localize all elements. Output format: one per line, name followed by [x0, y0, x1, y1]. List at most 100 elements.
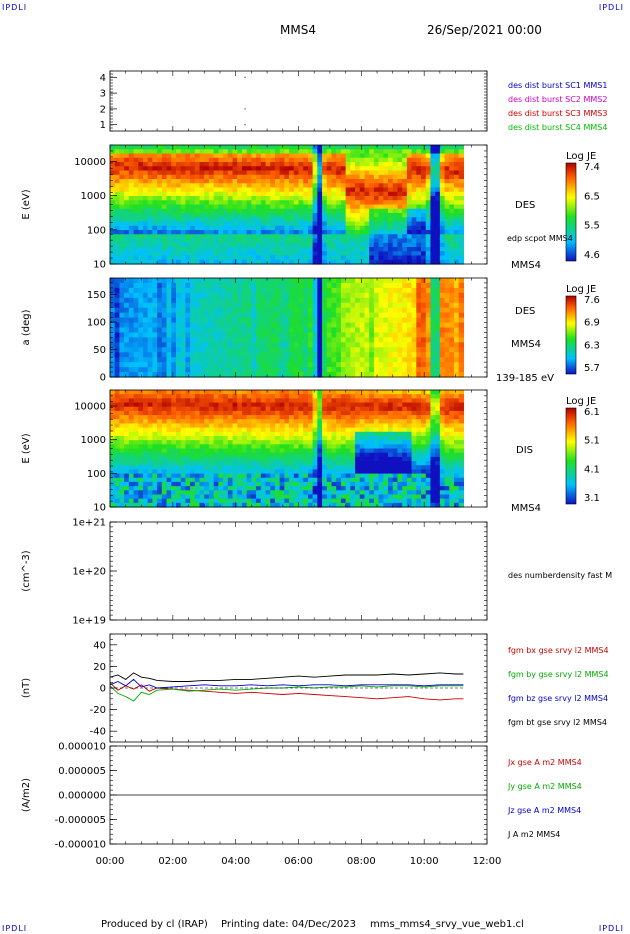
- y-tick-label: 150: [87, 290, 106, 301]
- burst-point: [244, 108, 246, 110]
- des-pitch-colorbar-tick: 7.6: [584, 295, 600, 306]
- y-axis-title: (cm^-3): [21, 550, 32, 591]
- des-energy-colorbar-tick: 7.4: [584, 162, 600, 173]
- burst-legend-entry: des dist burst SC2 MMS2: [508, 95, 607, 104]
- time-tick-label: 10:00: [410, 856, 439, 867]
- y-tick-label: 0.000005: [58, 766, 106, 777]
- des-pitch-colorbar-tick: 6.9: [584, 318, 600, 329]
- y-axis-title: E (eV): [21, 433, 32, 463]
- dis-energy-colorbar-tick: 4.1: [584, 464, 600, 475]
- des-bottom-label: MMS4: [511, 260, 541, 271]
- burst-legend-entry: des dist burst SC1 MMS1: [508, 81, 607, 90]
- time-tick-label: 02:00: [158, 856, 187, 867]
- dis-energy-colorbar-tick: 5.1: [584, 436, 600, 447]
- time-tick-label: 04:00: [221, 856, 250, 867]
- corner-label-br: IPDLI: [598, 924, 624, 933]
- date-title: 26/Sep/2021 00:00: [427, 23, 542, 37]
- dis-energy-colorbar-tick: 3.1: [584, 493, 600, 504]
- y-tick-label: -0.000010: [55, 840, 106, 851]
- y-tick-label: 10000: [74, 157, 106, 168]
- time-tick-label: 08:00: [347, 856, 376, 867]
- des-energy-colorbar-tick: 6.5: [584, 191, 600, 202]
- y-tick-label: 1000: [81, 191, 106, 202]
- des-pitch-colorbar-tick: 5.7: [584, 363, 600, 374]
- fgm-series-line: [110, 672, 464, 682]
- y-tick-label: 10000: [74, 402, 106, 413]
- y-tick-label: 1e+20: [72, 567, 106, 578]
- fgm-lines: [110, 672, 464, 702]
- current-legend-entry: Jz gse A m2 MMS4: [507, 806, 581, 815]
- fgm-series-line: [110, 682, 464, 701]
- des-energy-colorbar-tick: 5.5: [584, 221, 600, 232]
- panel-frame: [109, 70, 488, 132]
- y-tick-label: -0.000005: [55, 815, 106, 826]
- des-energy-colorbar-title: Log JE: [566, 151, 596, 162]
- y-tick-label: 0.000000: [58, 791, 106, 802]
- corner-label-tr: IPDLI: [598, 3, 624, 12]
- pitch-des-label: DES: [515, 306, 535, 317]
- dis-energy-colorbar-title: Log JE: [566, 396, 596, 407]
- y-tick-label: 1000: [81, 435, 106, 446]
- burst-point: [244, 76, 246, 78]
- edp-label: edp scpot MMS4: [507, 234, 573, 243]
- time-tick-label: 12:00: [473, 856, 502, 867]
- y-axis-title: E (eV): [21, 189, 32, 219]
- des-pitch-spectrogram: [110, 278, 465, 378]
- pitch-mms4-label: MMS4: [511, 339, 541, 350]
- y-tick-label: 2: [100, 104, 106, 115]
- fgm-legend-entry: fgm bt gse srvy l2 MMS4: [508, 718, 607, 727]
- y-tick-label: 1e+21: [72, 518, 106, 529]
- corner-label-bl: IPDLI: [2, 924, 28, 933]
- burst-point: [244, 124, 246, 126]
- footer-printing-date: Printing date: 04/Dec/2023: [221, 919, 357, 930]
- y-tick-label: 0: [100, 684, 106, 695]
- des-energy-colorbar-tick: 4.6: [584, 250, 600, 261]
- y-tick-label: 100: [87, 469, 106, 480]
- y-tick-label: -20: [90, 705, 106, 716]
- footer-filename: mms_mms4_srvy_vue_web1.cl: [370, 919, 524, 930]
- y-tick-label: -40: [90, 727, 106, 738]
- current-legend-entry: Jy gse A m2 MMS4: [507, 782, 582, 791]
- des-energy-colorbar: [565, 162, 577, 262]
- y-tick-label: 0: [100, 373, 106, 384]
- dis-energy-spectrogram: [110, 390, 465, 508]
- dis-energy-colorbar: [565, 407, 577, 505]
- des-energy-spectrogram: [110, 145, 465, 265]
- spacecraft-title: MMS4: [280, 23, 316, 37]
- y-tick-label: 100: [87, 225, 106, 236]
- current-legend-entry: J A m2 MMS4: [507, 830, 560, 839]
- fgm-legend-entry: fgm bx gse srvy l2 MMS4: [508, 646, 609, 655]
- y-axis-title: (nT): [21, 678, 32, 698]
- y-tick-label: 50: [93, 345, 106, 356]
- des-pitch-colorbar: [565, 295, 577, 375]
- density-legend: des numberdensity fast M: [508, 571, 612, 580]
- y-tick-label: 100: [87, 318, 106, 329]
- y-tick-label: 1e+19: [72, 616, 106, 627]
- pitch-energy-label: 139-185 eV: [496, 373, 554, 384]
- fgm-series-line: [110, 678, 464, 689]
- panel-frame: [109, 521, 488, 621]
- y-tick-label: 3: [100, 89, 106, 100]
- y-tick-label: 4: [100, 73, 106, 84]
- dis-energy-colorbar-tick: 6.1: [584, 407, 600, 418]
- y-tick-label: 10: [93, 503, 106, 514]
- y-tick-label: 1: [100, 120, 106, 131]
- time-tick-label: 00:00: [96, 856, 125, 867]
- y-tick-label: 20: [93, 662, 106, 673]
- y-tick-label: 10: [93, 260, 106, 271]
- dis-label: DIS: [516, 445, 533, 456]
- fgm-legend-entry: fgm by gse srvy l2 MMS4: [508, 670, 609, 679]
- des-label: DES: [515, 200, 535, 211]
- footer-produced: Produced by cl (IRAP): [101, 919, 208, 930]
- y-tick-label: 0.000010: [58, 742, 106, 753]
- corner-label-tl: IPDLI: [2, 3, 28, 12]
- des-pitch-colorbar-tick: 6.3: [584, 340, 600, 351]
- burst-legend-entry: des dist burst SC3 MMS3: [508, 109, 607, 118]
- fgm-legend-entry: fgm bz gse srvy l2 MMS4: [508, 694, 608, 703]
- time-tick-label: 06:00: [284, 856, 313, 867]
- burst-legend-entry: des dist burst SC4 MMS4: [508, 123, 607, 132]
- des-pitch-colorbar-title: Log JE: [566, 284, 596, 295]
- y-tick-label: 40: [93, 640, 106, 651]
- dis-bottom-label: MMS4: [511, 503, 541, 514]
